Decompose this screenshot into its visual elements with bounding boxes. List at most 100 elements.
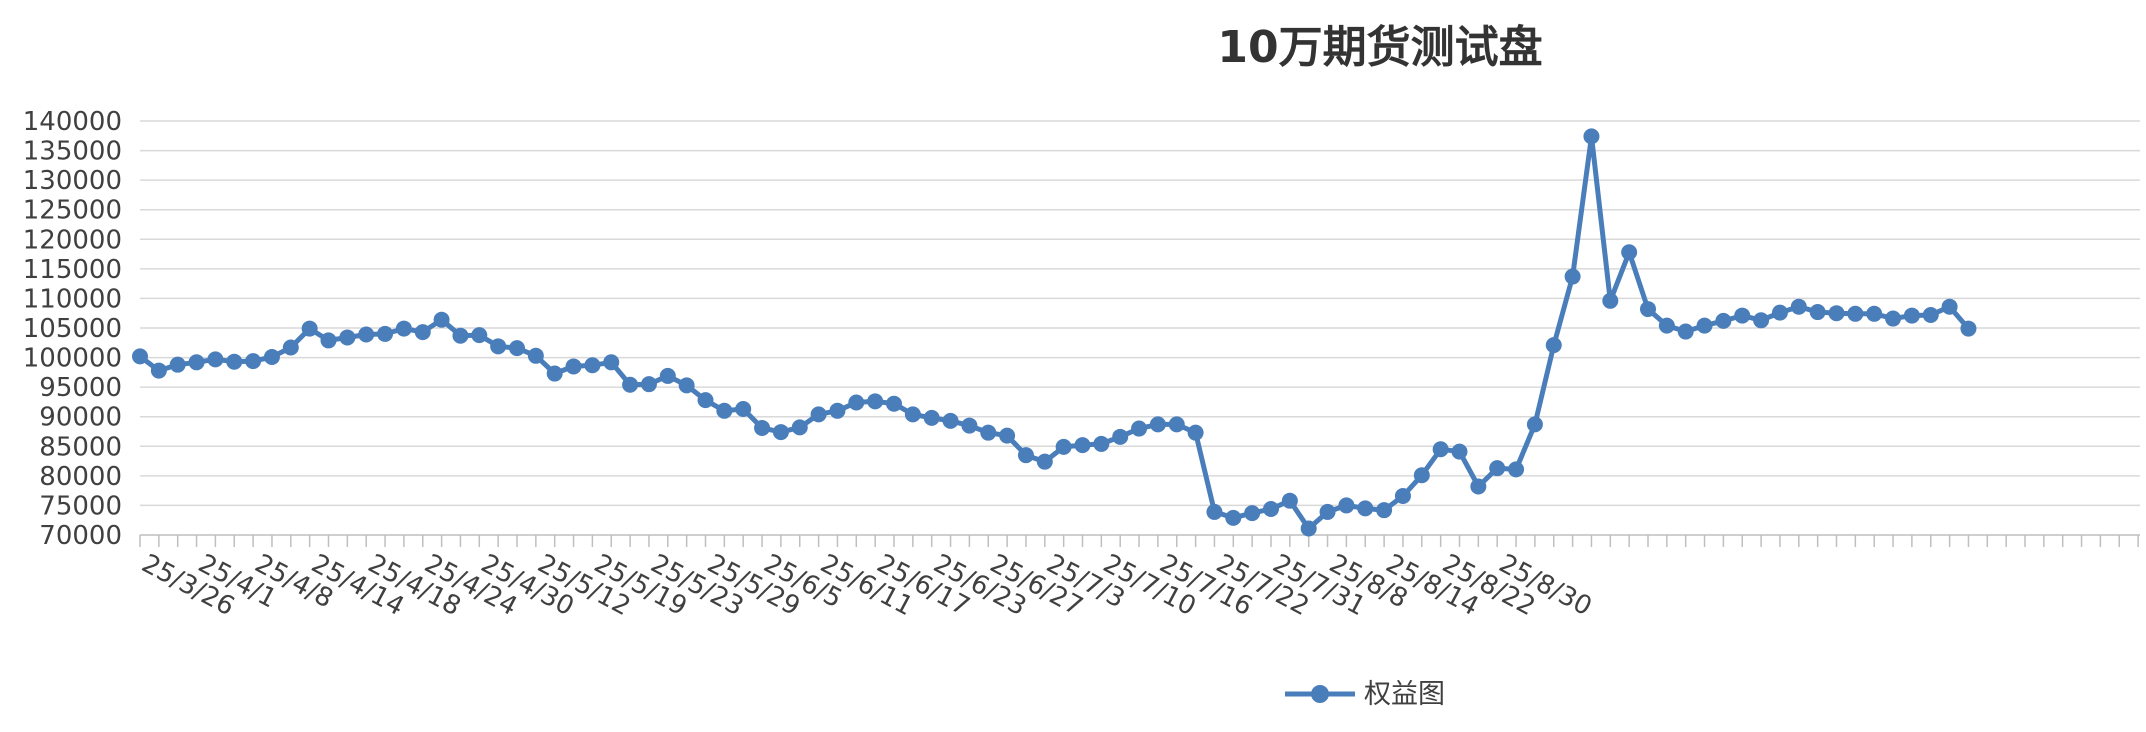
data-point <box>188 354 205 371</box>
data-point <box>622 376 639 393</box>
data-point <box>1790 298 1807 315</box>
data-point <box>1828 305 1845 322</box>
data-point <box>754 419 771 436</box>
data-point <box>1281 492 1298 509</box>
y-tick-label: 70000 <box>39 521 122 551</box>
data-point <box>678 377 695 394</box>
data-point <box>395 320 412 337</box>
data-point <box>1640 301 1656 318</box>
data-point <box>1470 478 1487 495</box>
data-point <box>452 327 469 344</box>
data-point <box>1451 443 1468 460</box>
data-point <box>527 347 544 364</box>
data-point <box>1225 509 1242 526</box>
y-tick-label: 85000 <box>39 432 122 462</box>
data-point <box>1187 424 1204 441</box>
data-point <box>1300 520 1317 537</box>
data-point <box>659 367 676 384</box>
y-tick-label: 75000 <box>39 491 122 521</box>
data-point <box>1734 307 1751 324</box>
legend-marker-swatch <box>1311 685 1329 703</box>
y-tick-label: 125000 <box>23 196 122 226</box>
data-point <box>1960 320 1977 337</box>
data-point <box>791 419 808 436</box>
data-point <box>1017 447 1034 464</box>
data-point <box>829 402 846 419</box>
y-tick-label: 115000 <box>23 255 122 285</box>
series-line <box>138 133 1971 531</box>
data-point <box>1885 310 1902 327</box>
data-point <box>1093 435 1110 452</box>
y-tick-label: 130000 <box>23 166 122 196</box>
data-point <box>1036 453 1053 470</box>
data-point <box>1376 502 1393 519</box>
data-point <box>603 354 620 371</box>
data-point <box>226 353 243 370</box>
data-point <box>1432 441 1449 458</box>
data-point <box>716 402 733 419</box>
data-point <box>1074 437 1091 454</box>
legend-label: 权益图 <box>1364 679 1445 710</box>
data-point <box>1583 128 1600 145</box>
data-point <box>1357 500 1374 517</box>
data-point <box>1206 503 1223 520</box>
data-point <box>1941 298 1958 315</box>
data-point <box>1922 306 1939 323</box>
y-tick-label: 135000 <box>23 137 122 167</box>
data-point <box>1149 416 1166 433</box>
data-point <box>1413 467 1430 484</box>
data-point <box>490 338 507 355</box>
data-point <box>584 357 601 374</box>
data-point <box>1771 304 1788 321</box>
data-point <box>509 340 525 357</box>
data-point <box>1715 312 1732 329</box>
data-point <box>1244 505 1261 522</box>
data-point <box>886 395 902 412</box>
data-point <box>1866 305 1883 322</box>
x-axis: 25/3/2625/4/125/4/825/4/1425/4/1825/4/24… <box>137 535 2139 622</box>
data-point <box>1338 497 1355 514</box>
data-point <box>282 339 299 356</box>
data-point <box>640 376 657 393</box>
y-tick-label: 140000 <box>23 107 122 137</box>
data-point <box>1131 420 1148 437</box>
y-tick-label: 80000 <box>39 462 122 492</box>
data-point <box>1508 461 1525 478</box>
data-point <box>1319 503 1336 520</box>
data-point <box>1526 416 1543 433</box>
data-point <box>1394 487 1411 504</box>
data-point <box>150 362 167 379</box>
data-point <box>320 332 337 349</box>
y-tick-label: 90000 <box>39 403 122 433</box>
data-point <box>980 424 997 441</box>
data-point <box>414 324 431 341</box>
data-point <box>1621 244 1638 261</box>
data-point <box>565 358 582 375</box>
data-point <box>1809 304 1826 321</box>
y-tick-label: 105000 <box>23 314 122 344</box>
y-tick-label: 100000 <box>23 344 122 374</box>
data-point <box>867 393 884 410</box>
data-point <box>904 406 921 423</box>
data-point <box>1847 305 1864 322</box>
data-point <box>377 325 394 342</box>
data-point <box>1564 268 1581 285</box>
data-point <box>1602 292 1619 309</box>
data-point <box>1677 323 1694 340</box>
legend: 权益图 <box>1285 679 1445 710</box>
data-point <box>1168 416 1185 433</box>
data-point <box>245 353 262 370</box>
data-point <box>1903 307 1920 324</box>
data-point <box>339 329 356 346</box>
data-point <box>358 326 375 343</box>
data-point <box>999 427 1016 444</box>
data-point <box>471 327 488 344</box>
chart-title: 10万期货测试盘 <box>1217 22 1542 73</box>
data-point <box>772 424 789 441</box>
y-axis: 7000075000800008500090000950001000001050… <box>23 107 122 551</box>
data-point <box>1263 500 1279 517</box>
data-point <box>697 392 714 409</box>
data-point <box>1112 428 1129 445</box>
gridlines <box>140 120 2140 536</box>
